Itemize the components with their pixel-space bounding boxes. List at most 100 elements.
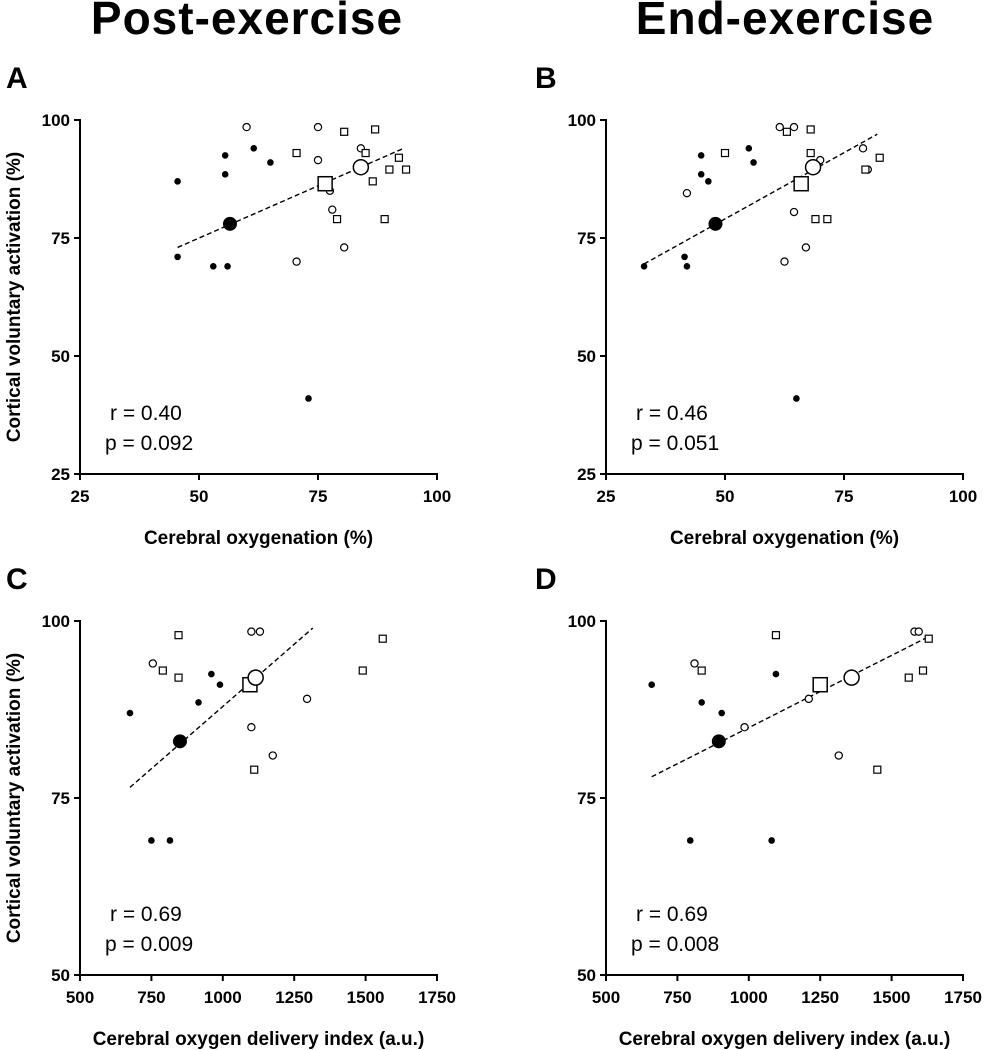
group-filled-dot-point xyxy=(768,837,775,844)
group-filled-dot-point xyxy=(221,170,229,178)
x-axis-label: Cerebral oxygenation (%) xyxy=(670,528,899,549)
y-tick-label: 100 xyxy=(568,612,596,631)
group-open-circle-point xyxy=(804,694,813,704)
group-filled-dot-point xyxy=(640,263,648,270)
x-tick-label: 1500 xyxy=(347,988,385,1007)
y-tick-label: 50 xyxy=(51,347,70,366)
x-tick-label: 1750 xyxy=(418,988,456,1007)
correlation-r: r = 0.46 xyxy=(636,402,708,425)
group-open-circle-point xyxy=(292,257,301,266)
group-open-circle-point xyxy=(247,723,256,732)
group-mean-filled-circle xyxy=(711,734,726,749)
group-open-square-point xyxy=(918,666,928,675)
y-axis-label: Cortical voluntary activation (%) xyxy=(4,152,25,442)
x-axis-label: Cerebral oxygen delivery index (a.u.) xyxy=(619,1029,951,1050)
group-filled-dot-point xyxy=(686,837,694,844)
x-tick-label: 50 xyxy=(190,487,209,506)
group-open-square-point xyxy=(782,127,791,136)
y-tick-label: 25 xyxy=(51,465,70,484)
group-filled-dot-point xyxy=(750,159,757,166)
group-open-circle-point xyxy=(740,723,749,732)
group-filled-dot-point xyxy=(681,253,688,261)
y-tick-label: 50 xyxy=(577,347,596,366)
group-open-circle-point xyxy=(268,751,277,760)
group-filled-dot-point xyxy=(224,263,231,270)
group-open-square-point xyxy=(720,148,730,158)
correlation-p: p = 0.051 xyxy=(631,432,719,455)
regression-line xyxy=(177,147,404,249)
y-tick-label: 25 xyxy=(577,465,596,484)
group-mean-filled-circle xyxy=(172,734,187,749)
panel-a: A 25 50 75 100 25 50 75 100 Cerebral oxygenation … xyxy=(4,62,451,549)
regression-line xyxy=(129,627,314,788)
group-mean-open-circle xyxy=(247,669,264,686)
group-mean-open-circle xyxy=(804,158,822,176)
group-open-square-point xyxy=(875,153,884,162)
group-open-square-point xyxy=(806,125,815,134)
x-tick-label: 1250 xyxy=(801,988,839,1007)
group-open-square-point xyxy=(401,165,411,174)
group-mean-filled-circle xyxy=(708,216,723,231)
regression-line xyxy=(651,634,932,778)
group-open-circle-point xyxy=(858,144,868,153)
group-open-circle-point xyxy=(242,122,251,132)
y-tick-label: 100 xyxy=(42,612,70,631)
group-filled-dot-point xyxy=(705,178,712,185)
group-filled-dot-point xyxy=(126,709,134,717)
group-filled-dot-point xyxy=(772,670,780,678)
group-open-circle-point xyxy=(834,751,843,760)
group-filled-dot-point xyxy=(793,395,800,402)
group-open-square-point xyxy=(340,127,349,136)
group-open-circle-point xyxy=(789,207,799,217)
y-tick-label: 100 xyxy=(568,111,596,130)
group-filled-dot-point xyxy=(250,145,258,152)
group-open-square-point xyxy=(158,666,167,675)
group-filled-dot-point xyxy=(648,681,655,689)
panel-c: C 50 75 100 500 750 1000 1250 1500 1750 Cerebral o… xyxy=(4,563,456,1050)
group-open-square-point xyxy=(378,634,387,643)
group-mean-filled-circle xyxy=(222,216,237,231)
x-tick-label: 500 xyxy=(66,988,94,1007)
group-open-circle-point xyxy=(801,243,811,252)
group-filled-dot-point xyxy=(718,709,725,717)
group-open-circle-point xyxy=(780,257,789,266)
group-open-square-point xyxy=(811,215,820,224)
group-open-square-point xyxy=(904,673,913,682)
group-open-circle-point xyxy=(255,627,265,636)
group-open-square-point xyxy=(806,148,815,158)
group-mean-open-square xyxy=(812,676,828,693)
group-open-circle-point xyxy=(789,122,799,132)
group-open-square-point xyxy=(332,215,342,224)
panel-d: D 50 75 100 500 750 1000 1250 1500 1750 Cerebral o… xyxy=(535,563,982,1050)
group-open-square-point xyxy=(371,125,380,134)
x-tick-label: 100 xyxy=(423,487,451,506)
group-open-square-point xyxy=(380,215,389,224)
x-axis-label: Cerebral oxygenation (%) xyxy=(144,528,373,549)
group-open-square-point xyxy=(861,165,870,174)
group-filled-dot-point xyxy=(174,178,181,185)
correlation-r: r = 0.69 xyxy=(636,903,708,926)
panel-letter: A xyxy=(6,62,28,95)
regression-line xyxy=(643,133,878,265)
group-mean-open-circle xyxy=(352,158,370,176)
y-tick-label: 50 xyxy=(51,966,70,985)
correlation-r: r = 0.40 xyxy=(110,402,182,425)
group-filled-dot-point xyxy=(166,837,174,844)
y-tick-label: 75 xyxy=(577,789,596,808)
group-open-circle-point xyxy=(682,188,692,198)
group-open-square-point xyxy=(394,153,404,162)
group-filled-dot-point xyxy=(209,263,217,270)
group-filled-dot-point xyxy=(698,699,705,706)
group-open-square-point xyxy=(697,666,706,675)
x-tick-label: 750 xyxy=(137,988,165,1007)
y-axis-label: Cortical voluntary activation (%) xyxy=(4,653,25,943)
group-mean-open-square xyxy=(793,175,809,192)
x-tick-label: 75 xyxy=(309,487,328,506)
y-tick-label: 75 xyxy=(577,229,596,248)
column-title-post-exercise: Post-exercise xyxy=(91,0,403,44)
x-tick-label: 25 xyxy=(597,487,616,506)
x-tick-label: 100 xyxy=(949,487,977,506)
panel-b: B 25 50 75 100 25 50 75 100 Cerebral oxygenation … xyxy=(535,62,977,549)
group-open-square-point xyxy=(292,148,301,158)
